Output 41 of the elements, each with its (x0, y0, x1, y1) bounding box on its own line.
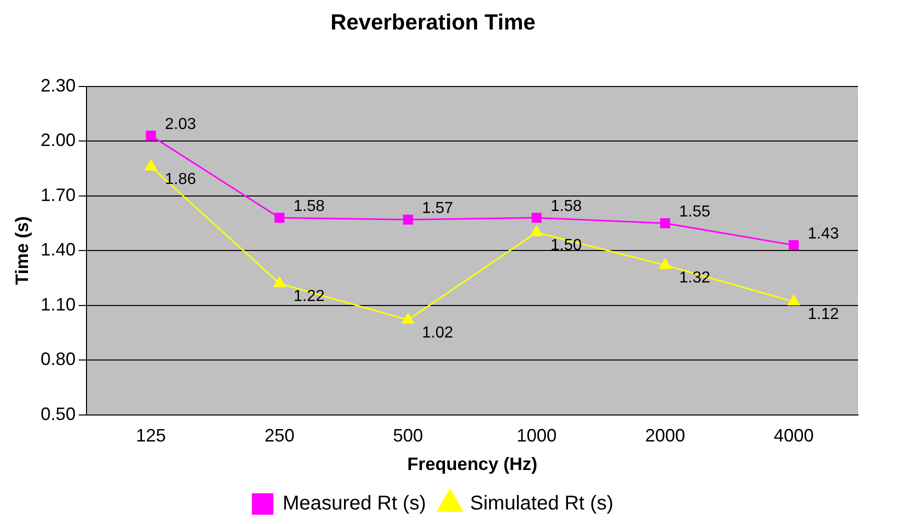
data-label: 1.32 (679, 270, 710, 287)
y-tick-label: 1.10 (40, 294, 76, 314)
y-tick-label: 2.30 (40, 75, 76, 96)
point (532, 212, 542, 223)
data-label: 1.50 (550, 236, 582, 254)
data-label: 2.03 (164, 116, 196, 134)
y-axis-title: Time (s) (12, 216, 32, 285)
point (146, 130, 156, 141)
x-axis-title: Frequency (Hz) (407, 454, 538, 474)
data-label: 1.55 (679, 204, 710, 221)
legend-label: Simulated Rt (s) (470, 492, 614, 515)
point (403, 214, 414, 225)
point (530, 226, 543, 236)
data-label: 1.43 (808, 226, 839, 243)
data-label: 1.02 (422, 324, 454, 342)
y-tick-label: 1.40 (40, 240, 76, 260)
data-label: 1.86 (164, 171, 196, 188)
x-tick-label: 2000 (645, 426, 686, 446)
data-label: 1.12 (808, 306, 839, 324)
point (659, 258, 672, 269)
point (788, 240, 799, 250)
data-label: 1.58 (550, 198, 582, 216)
x-tick-label: 1000 (516, 426, 557, 446)
y-tick-label: 0.80 (40, 349, 76, 370)
point (788, 294, 800, 306)
y-tick-label: 2.00 (40, 130, 76, 150)
point (402, 313, 414, 324)
y-tick-label: 0.50 (40, 404, 76, 424)
x-tick-label: 250 (264, 426, 294, 446)
point (274, 276, 286, 288)
y-tick-label: 1.70 (40, 184, 76, 205)
x-tick-label: 500 (393, 426, 424, 446)
chart-title: Reverberation Time (330, 9, 536, 34)
point (274, 212, 284, 223)
data-label: 1.22 (293, 288, 325, 305)
point (660, 218, 670, 228)
legend-label: Measured Rt (s) (282, 492, 426, 515)
data-label: 1.58 (293, 198, 325, 216)
data-label: 1.57 (422, 200, 454, 217)
x-tick-label: 125 (136, 426, 166, 446)
x-tick-label: 4000 (774, 426, 814, 446)
